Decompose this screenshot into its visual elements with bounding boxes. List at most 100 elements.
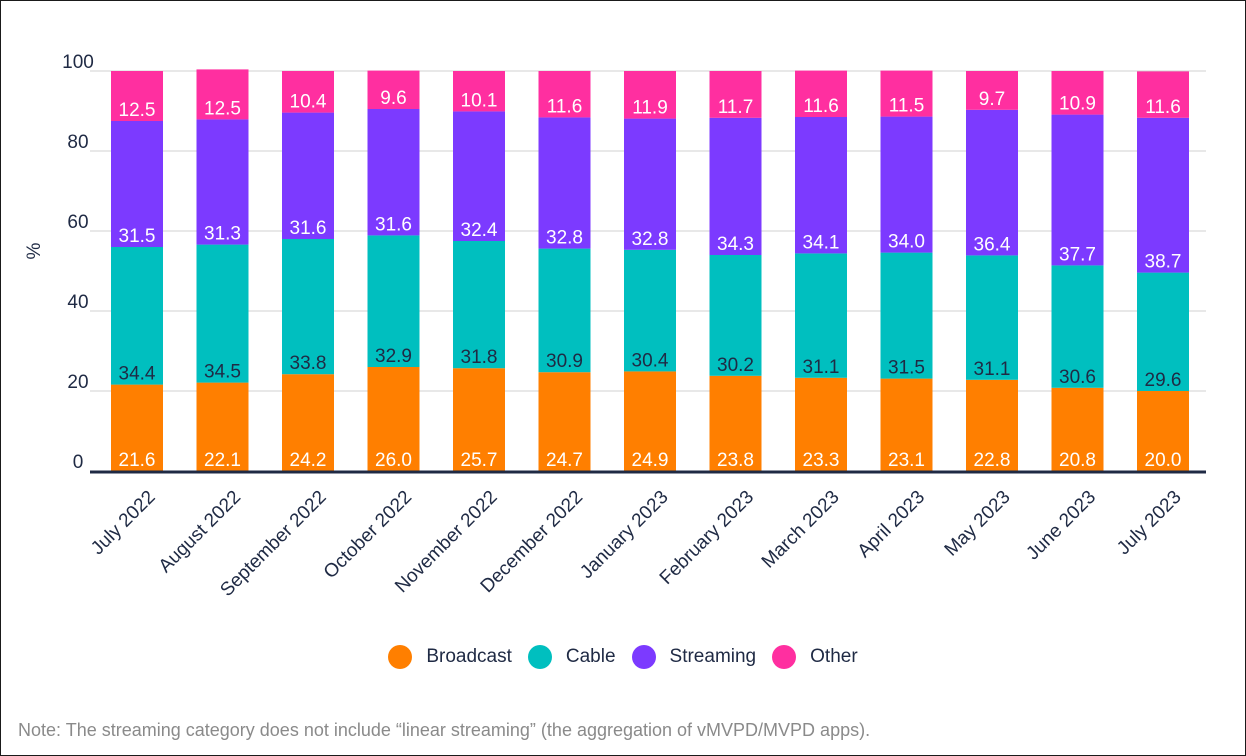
legend: Broadcast Cable Streaming Other (0, 642, 1246, 672)
x-tick-label: July 2022 (87, 487, 159, 559)
bars (111, 69, 1189, 471)
legend-label: Other (810, 646, 858, 667)
legend-label: Cable (565, 646, 616, 667)
bar-segment-other (367, 70, 420, 109)
bar-segment-cable (1051, 265, 1104, 388)
x-tick-label: October 2022 (320, 487, 416, 583)
data-label-broadcast: 25.7 (461, 450, 498, 471)
bar-segment-cable (282, 239, 334, 375)
bar-segment-broadcast (966, 379, 1018, 471)
data-label-streaming: 36.4 (974, 234, 1011, 255)
data-label-streaming: 34.1 (803, 232, 840, 253)
data-label-other: 11.9 (632, 98, 668, 119)
data-label-other: 11.7 (718, 97, 754, 118)
x-tick-label: March 2023 (758, 487, 844, 573)
data-label-broadcast: 22.1 (204, 450, 241, 471)
bar-segment-streaming (1137, 117, 1189, 273)
data-label-broadcast: 20.0 (1145, 450, 1182, 471)
bar-segment-streaming (196, 119, 249, 245)
data-label-broadcast: 21.6 (119, 450, 156, 471)
bar-segment-other (453, 71, 505, 112)
bar-segment-streaming (1051, 114, 1104, 266)
y-tick-label: 40 (67, 292, 88, 313)
y-tick-label: 80 (67, 132, 88, 153)
bar-segment-other (1051, 71, 1104, 115)
bar-segment-other (111, 71, 163, 121)
data-label-other: 12.5 (119, 100, 156, 121)
bar-segment-other (1137, 71, 1189, 118)
y-tick-label: 100 (62, 52, 94, 73)
data-label-cable: 31.1 (803, 357, 840, 378)
bar-segment-other (880, 70, 933, 117)
data-label-streaming: 31.6 (290, 218, 327, 239)
data-label-other: 10.4 (290, 92, 327, 113)
bar-segment-cable (709, 255, 762, 376)
data-label-streaming: 37.7 (1059, 244, 1096, 265)
legend-swatch (527, 645, 552, 669)
bar-segment-streaming (453, 111, 505, 242)
y-tick-label: 0 (73, 452, 84, 473)
bar-segment-broadcast (282, 374, 334, 471)
bar-segment-cable (196, 244, 249, 383)
bar-segment-streaming (709, 117, 762, 255)
bar-segment-cable (453, 241, 505, 369)
bar-segment-other (795, 70, 847, 117)
data-label-cable: 34.5 (204, 362, 241, 383)
bar-segment-broadcast (196, 382, 249, 471)
data-label-other: 9.7 (979, 89, 1005, 110)
legend-label: Broadcast (426, 646, 512, 667)
x-tick-label: July 2023 (1113, 487, 1185, 559)
bar-segment-other (538, 71, 591, 118)
legend-swatch (772, 645, 797, 669)
bar-segment-streaming (367, 109, 420, 236)
bar-segment-broadcast (624, 371, 676, 471)
bar-segment-broadcast (111, 384, 163, 471)
y-tick-label: 20 (67, 372, 88, 393)
x-tick-label: June 2023 (1022, 487, 1100, 565)
stacked-bar-chart: 0 20 40 60 80 100 % 21.6 34.4 31.5 12.5 22.1 34.5 3… (24, 52, 1206, 601)
data-label-streaming: 31.5 (119, 226, 156, 247)
data-label-streaming: 32.8 (546, 228, 583, 249)
data-label-other: 11.6 (1145, 97, 1181, 118)
bar-segment-broadcast (709, 375, 762, 471)
data-label-cable: 31.1 (974, 359, 1011, 380)
bar-segment-broadcast (795, 377, 847, 471)
data-label-broadcast: 20.8 (1059, 450, 1096, 471)
data-label-cable: 30.2 (717, 355, 754, 376)
bar-segment-cable (795, 253, 847, 378)
data-label-cable: 30.4 (632, 350, 669, 371)
data-label-broadcast: 24.7 (546, 450, 583, 471)
legend-item-broadcast: Broadcast (388, 645, 512, 669)
bar-segment-broadcast (453, 368, 505, 471)
y-axis-ticks: 0 20 40 60 80 100 (62, 52, 94, 473)
data-label-streaming: 34.0 (888, 232, 925, 253)
data-label-cable: 29.6 (1145, 370, 1182, 391)
bar-segment-streaming (538, 117, 591, 249)
data-label-cable: 31.8 (461, 347, 498, 368)
data-label-other: 12.5 (204, 98, 241, 119)
data-label-other: 10.9 (1059, 94, 1096, 115)
data-label-streaming: 32.4 (461, 220, 498, 241)
data-label-cable: 33.8 (290, 353, 327, 374)
bar-segment-other (282, 71, 334, 113)
legend-item-other: Other (772, 645, 858, 669)
data-label-other: 11.5 (889, 96, 925, 117)
bar-segment-streaming (795, 117, 847, 254)
data-label-cable: 32.9 (375, 346, 412, 367)
bar-segment-broadcast (367, 367, 420, 471)
data-label-broadcast: 24.2 (290, 450, 327, 471)
data-labels: 21.6 34.4 31.5 12.5 22.1 34.5 31.3 12.5 24.2 33.8… (119, 88, 1182, 471)
data-label-cable: 31.5 (888, 358, 925, 379)
legend-label: Streaming (669, 646, 757, 667)
footnote: Note: The streaming category does not in… (18, 720, 871, 740)
data-label-other: 10.1 (461, 90, 498, 111)
bar-segment-cable (111, 247, 163, 385)
y-tick-label: 60 (67, 212, 88, 233)
data-label-streaming: 31.3 (204, 224, 241, 245)
bar-segment-cable (624, 249, 676, 372)
data-label-streaming: 31.6 (375, 214, 412, 235)
x-tick-label: January 2023 (576, 487, 672, 583)
data-label-broadcast: 23.3 (803, 450, 840, 471)
data-label-other: 11.6 (803, 96, 839, 117)
